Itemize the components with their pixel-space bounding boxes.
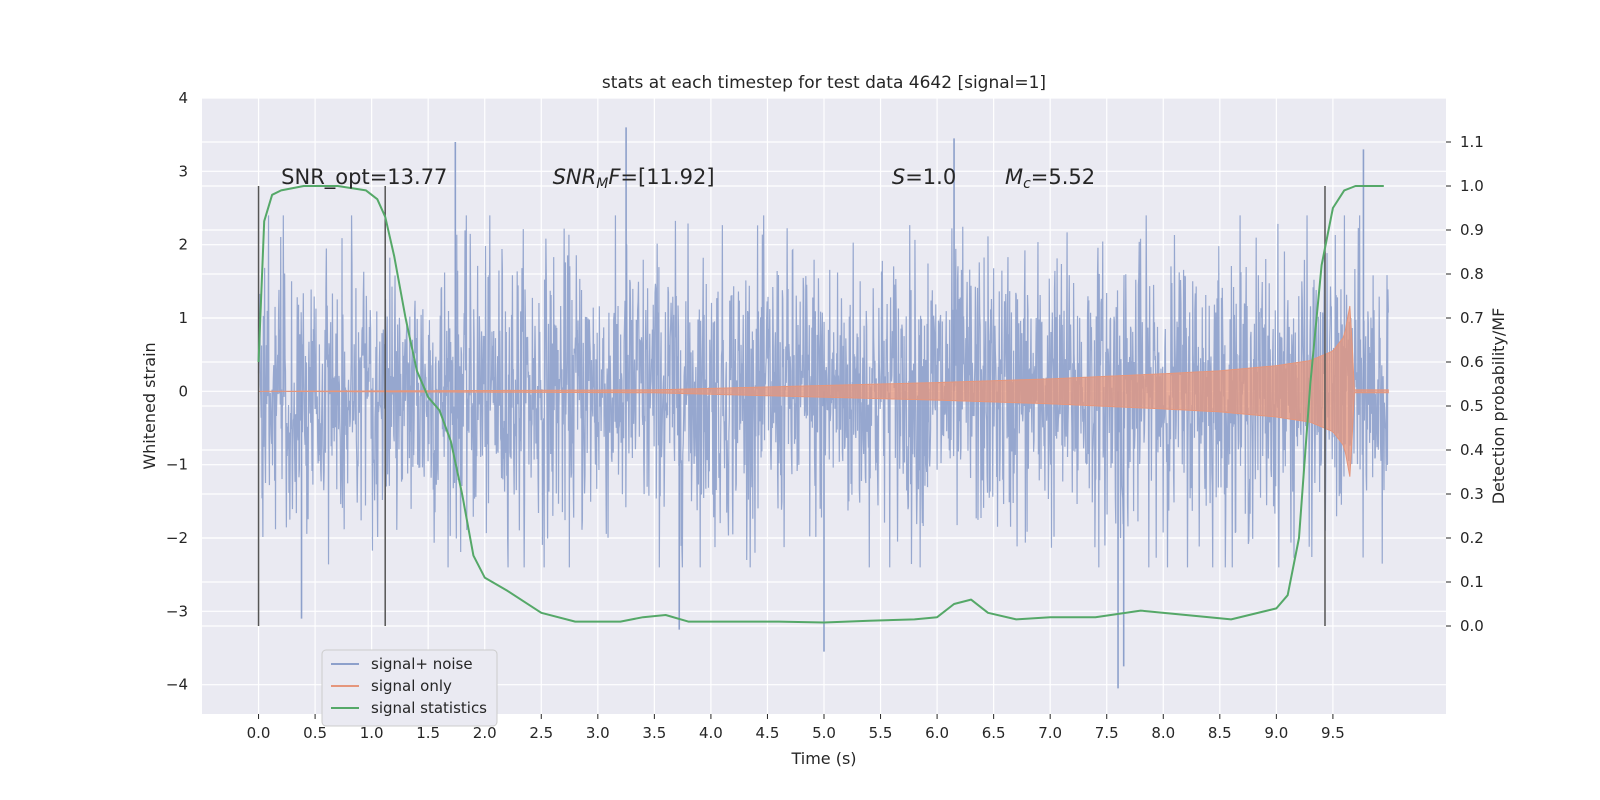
x-tick-label: 2.0 — [473, 724, 497, 742]
chart-title: stats at each timestep for test data 464… — [602, 73, 1046, 93]
x-tick-label: 6.0 — [925, 724, 949, 742]
x-tick-label: 1.5 — [416, 724, 440, 742]
y2-tick-label: 0.2 — [1460, 529, 1484, 547]
annotation-snr-mf-part: =[11.92] — [620, 165, 714, 189]
y2-tick-label: 0.5 — [1460, 397, 1484, 415]
annotation-snr-opt-part: SNR_opt=13.77 — [281, 165, 447, 190]
x-tick-label: 2.5 — [529, 724, 553, 742]
x-tick-label: 0.0 — [247, 724, 271, 742]
x-tick-label: 8.5 — [1208, 724, 1232, 742]
y-axis-label: Whitened strain — [140, 342, 159, 469]
y2-tick-label: 0.6 — [1460, 353, 1484, 371]
annotation-snr-mf-part: SNR — [553, 165, 597, 189]
annotation-mc: Mc=5.52 — [1005, 165, 1095, 192]
x-tick-label: 4.5 — [756, 724, 780, 742]
x-tick-label: 5.0 — [812, 724, 836, 742]
legend-label-signal-noise: signal+ noise — [371, 655, 473, 673]
x-tick-label: 7.0 — [1038, 724, 1062, 742]
annotation-snr-opt: SNR_opt=13.77 — [281, 165, 447, 190]
legend-label-signal-statistics: signal statistics — [371, 699, 487, 717]
annotation-mc-part: M — [1005, 165, 1023, 189]
x-axis-label: Time (s) — [790, 749, 856, 768]
annotations: SNR_opt=13.77 SNRMF=[11.92] S=1.0 Mc=5.52 — [281, 165, 1095, 192]
legend-box — [321, 649, 498, 727]
annotation-snr-mf: SNRMF=[11.92] — [553, 165, 715, 192]
x-tick-label: 3.0 — [586, 724, 610, 742]
y2-tick-label: 0.8 — [1460, 265, 1484, 283]
x-tick-label: 5.5 — [869, 724, 893, 742]
x-tick-label: 0.5 — [303, 724, 327, 742]
y-tick-label: 0 — [178, 382, 188, 400]
y2-tick-label: 0.9 — [1460, 221, 1484, 239]
annotation-s-part: =1.0 — [905, 165, 956, 189]
y-tick-label: −4 — [166, 676, 188, 694]
x-tick-label: 4.0 — [699, 724, 723, 742]
annotation-s-part: S — [892, 165, 905, 189]
annotation-mc-part: c — [1023, 176, 1031, 192]
x-tick-label: 9.5 — [1321, 724, 1345, 742]
y2-tick-label: 0.7 — [1460, 309, 1484, 327]
x-tick-label: 1.0 — [360, 724, 384, 742]
y2-tick-label: 1.1 — [1460, 133, 1484, 151]
legend-label-signal-only: signal only — [371, 677, 452, 695]
y-tick-label: −3 — [166, 602, 188, 620]
y2-tick-label: 0.4 — [1460, 441, 1484, 459]
y2-tick-label: 0.1 — [1460, 573, 1484, 591]
y2-axis-label: Detection probability/MF — [1489, 308, 1508, 505]
axes: 0.0 0.5 1.0 1.5 2.0 2.5 3.0 3.5 4.0 4.5 5.0 5.5 6.0 6… — [166, 89, 1484, 742]
series-signal-statistics-line — [257, 185, 1384, 624]
y-tick-label: 2 — [178, 236, 188, 254]
x-tick-label: 8.0 — [1151, 724, 1175, 742]
y2-tick-label: 0.0 — [1460, 617, 1484, 635]
y-tick-label: −2 — [166, 529, 188, 547]
annotation-s: S=1.0 — [892, 165, 956, 189]
y-tick-label: −1 — [166, 456, 188, 474]
legend: signal+ noise signal only signal statist… — [321, 649, 498, 727]
y2-tick-label: 0.3 — [1460, 485, 1484, 503]
x-tick-label: 9.0 — [1264, 724, 1288, 742]
annotation-snr-mf-part: M — [596, 176, 608, 192]
x-tick-label: 3.5 — [642, 724, 666, 742]
x-tick-label: 6.5 — [982, 724, 1006, 742]
annotation-mc-part: =5.52 — [1031, 165, 1095, 189]
y-tick-label: 3 — [178, 162, 188, 180]
y-tick-label: 4 — [178, 89, 188, 107]
y-tick-label: 1 — [178, 309, 188, 327]
series-signal-only-envelope — [258, 305, 1389, 477]
y2-tick-label: 1.0 — [1460, 177, 1484, 195]
series-layer — [257, 127, 1389, 689]
x-tick-label: 7.5 — [1095, 724, 1119, 742]
annotation-snr-mf-part: F — [608, 165, 621, 189]
